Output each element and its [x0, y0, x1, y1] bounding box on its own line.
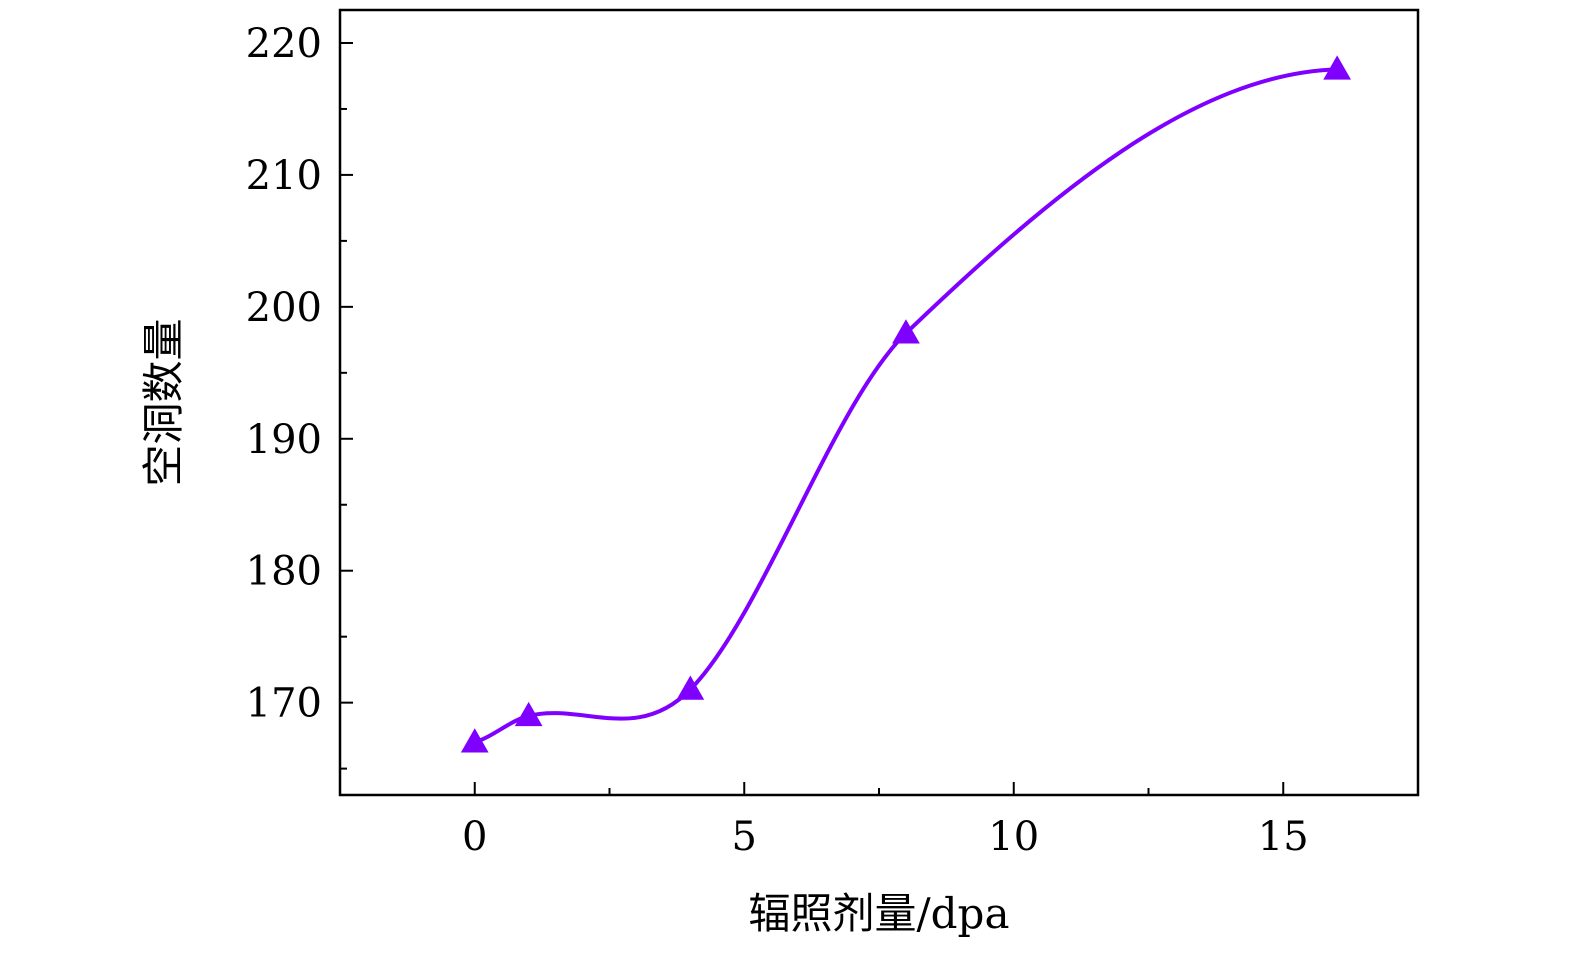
x-tick-label: 15 [1258, 814, 1309, 860]
data-point [460, 728, 489, 753]
data-markers [460, 55, 1352, 753]
minor-ticks [340, 107, 1150, 795]
data-point [1323, 55, 1352, 80]
y-tick-label: 220 [246, 21, 322, 67]
x-axis-title: 辐照剂量/dpa [749, 889, 1010, 938]
x-tick-label: 0 [462, 814, 487, 860]
data-point [892, 319, 920, 344]
y-tick-label: 200 [246, 285, 322, 331]
plot-frame [338, 8, 1420, 797]
data-point [514, 701, 543, 727]
x-tick-label: 10 [988, 814, 1039, 860]
x-tick-label: 5 [732, 814, 757, 860]
data-point [676, 675, 705, 700]
y-axis-title: 空洞数量 [139, 318, 188, 486]
y-tick-label: 170 [246, 681, 322, 727]
tick-labels: 0 5 10 15 170 180 190 200 210 220 [246, 21, 1309, 860]
y-tick-label: 210 [246, 153, 322, 199]
major-ticks [340, 41, 1285, 795]
y-tick-label: 190 [246, 417, 322, 463]
y-tick-label: 180 [246, 549, 322, 595]
series-line [474, 67, 1338, 745]
